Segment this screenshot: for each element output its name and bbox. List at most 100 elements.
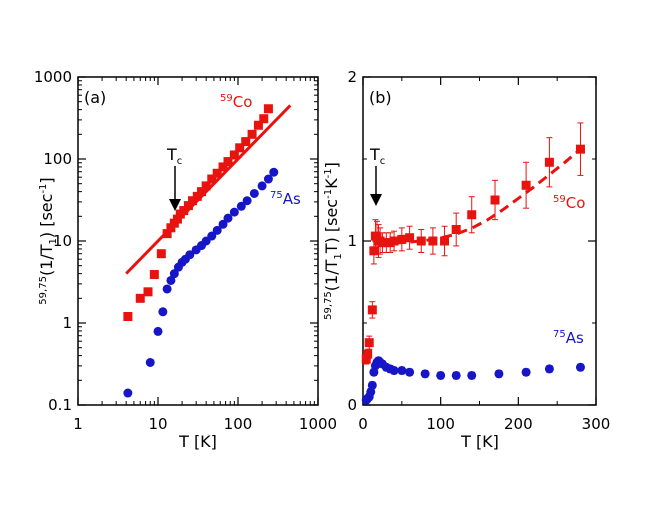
panel-b-tc-annotation: Tc — [369, 145, 385, 206]
panel-a-x-tick-label: 10 — [148, 415, 167, 433]
panel-b-y-tick-label: 1 — [347, 232, 357, 250]
panel-a-point-as — [236, 201, 246, 211]
panel-a-y-axis-end: ] — [37, 177, 56, 183]
panel-a-y-tick-label: 1 — [62, 314, 72, 332]
panel-a-y-axis-main: (1/T — [37, 244, 56, 276]
panel-b-point-as — [521, 367, 531, 377]
panel-a-point-co — [263, 104, 273, 114]
panel-b-point-as — [544, 364, 554, 374]
panel-b-co-sup: 59 — [553, 194, 566, 205]
panel-a-point-co — [143, 287, 153, 297]
panel-b-chart: (b) 0 100 200 300 012 T [K] 59,75(1/T1T) [s… — [322, 68, 610, 451]
panel-b-point-co — [490, 195, 500, 205]
panel-b-label: (b) — [369, 88, 392, 107]
panel-a-y-axis-sub: 1 — [48, 238, 59, 244]
panel-b-y-axis-sup3: -1 — [323, 168, 334, 178]
panel-b-point-co — [397, 234, 407, 244]
panel-a-point-co — [197, 187, 207, 197]
panel-a-tc-label: Tc — [166, 145, 182, 167]
panel-a-frame — [77, 76, 319, 406]
panel-a-point-co — [247, 129, 257, 139]
panel-a-y-axis-tail: ) [sec — [37, 194, 56, 239]
panel-a-point-co — [253, 120, 263, 130]
panel-b-y-axis-main: (1/T — [322, 259, 341, 291]
panel-a-point-co — [156, 249, 166, 259]
panel-a-point-co — [188, 196, 198, 206]
panel-b-y-axis-tail: T) [sec — [322, 199, 341, 254]
panel-b-point-as — [494, 369, 504, 379]
panel-a-point-as — [229, 207, 239, 217]
panel-b-point-as — [420, 369, 430, 379]
panel-a-as-sup: 75 — [270, 190, 283, 201]
panel-a-point-as — [162, 284, 172, 294]
panel-a-point-co — [135, 293, 145, 303]
panel-a-co-main: Co — [233, 93, 253, 111]
panel-b-point-co — [440, 236, 450, 246]
panel-b-y-axis-end: K — [322, 178, 341, 189]
panel-b-point-as — [467, 370, 477, 380]
panel-a-x-ticks: 1 10 100 1000 — [73, 77, 337, 433]
panel-a-point-co — [207, 174, 217, 184]
panel-b-y-axis-sup: 59,75 — [323, 291, 334, 320]
panel-b-y-tick-label: 2 — [347, 68, 357, 86]
panel-b-point-co — [389, 236, 399, 246]
panel-b-point-co — [544, 157, 554, 167]
panel-a-y-tick-label: 100 — [43, 150, 72, 168]
panel-b-point-as — [397, 366, 407, 376]
panel-a-point-as — [218, 219, 228, 229]
panel-b-co-main: Co — [566, 194, 586, 212]
panel-b-tc-text: T — [369, 145, 380, 164]
panel-a-point-as — [145, 357, 155, 367]
panel-a-point-co — [172, 214, 182, 224]
panel-a-point-co — [179, 206, 189, 216]
panel-a-x-tick-label: 1000 — [299, 415, 337, 433]
panel-a-point-co — [212, 168, 222, 178]
panel-a-point-as — [212, 225, 222, 235]
panel-a-point-as — [158, 307, 168, 317]
panel-b-series-label-as: 75As — [553, 329, 584, 347]
panel-b-point-co — [575, 144, 585, 154]
panel-b-x-tick-label: 300 — [582, 415, 611, 433]
panel-b-y-ticks: 0 1 2 — [347, 68, 596, 414]
panel-a-point-as — [166, 275, 176, 285]
panel-a-point-as — [169, 269, 179, 279]
panel-a-point-co — [241, 137, 251, 147]
panel-a-point-co — [218, 162, 228, 172]
panel-b-point-co — [521, 180, 531, 190]
panel-b-point-co — [405, 233, 415, 243]
panel-a-point-co — [183, 201, 193, 211]
panel-a-point-co — [192, 191, 202, 201]
panel-b-y-axis-title: 59,75(1/T1T) [sec-1K-1] — [322, 162, 344, 320]
panel-a-series-label-as: 75As — [270, 190, 301, 208]
panel-b-point-as — [451, 370, 461, 380]
panel-b-point-co — [428, 236, 438, 246]
panel-b-y-axis-sup2: -1 — [323, 189, 334, 199]
panel-b-point-co — [369, 246, 379, 256]
panel-b-point-co — [367, 305, 377, 315]
panel-a-series-label-co: 59Co — [220, 93, 252, 111]
panel-b-point-co — [467, 210, 477, 220]
panel-a-point-co — [259, 114, 269, 124]
panel-a-label: (a) — [84, 88, 106, 107]
panel-b-series-label-co: 59Co — [553, 194, 585, 212]
panel-a-y-axis-sup: 59,75 — [38, 276, 49, 305]
panel-b-point-co — [416, 236, 426, 246]
panel-b-x-tick-label: 0 — [358, 415, 368, 433]
panel-a-as-main: As — [283, 190, 301, 208]
panel-a-y-axis-title: 59,75(1/T1) [sec-1] — [37, 177, 59, 304]
panel-a-x-tick-label: 100 — [224, 415, 253, 433]
panel-b-point-co — [363, 349, 373, 359]
panel-a-point-co — [201, 181, 211, 191]
panel-b-x-tick-label: 200 — [504, 415, 533, 433]
panel-a-co-sup: 59 — [220, 93, 233, 104]
panel-a-point-co — [223, 157, 233, 167]
panel-a-point-as — [123, 388, 133, 398]
panel-a-y-tick-label: 10 — [53, 232, 72, 250]
panel-a-tc-text: T — [166, 145, 177, 164]
panel-b-y-tick-label: 0 — [347, 396, 357, 414]
panel-b-tc-label: Tc — [369, 145, 385, 167]
